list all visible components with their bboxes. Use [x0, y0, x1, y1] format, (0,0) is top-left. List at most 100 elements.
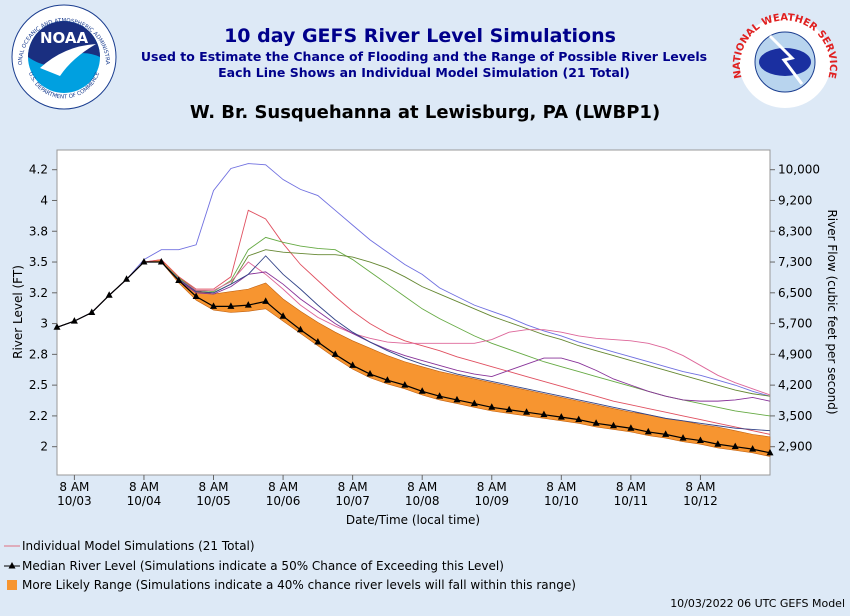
y2-axis-label: River Flow (cubic feet per second)	[825, 209, 839, 414]
median-marker	[644, 427, 652, 435]
x-tick-label: 8 AM	[129, 480, 159, 494]
median-marker	[766, 448, 774, 456]
median-marker	[157, 258, 165, 265]
subtitle: Each Line Shows an Individual Model Simu…	[218, 65, 630, 80]
median-marker	[470, 399, 478, 407]
y-tick-label: 2.8	[29, 347, 48, 361]
median-marker	[749, 445, 757, 452]
x-tick-label: 8 AM	[546, 480, 576, 494]
y-tick-label: 3.8	[29, 224, 48, 238]
median-marker	[349, 361, 357, 368]
median-marker	[192, 292, 200, 299]
median-marker	[175, 276, 183, 283]
median-marker	[366, 370, 374, 377]
x-tick-label: 8 AM	[477, 480, 507, 494]
median-marker	[227, 302, 235, 309]
x-tick-date: 10/07	[335, 494, 370, 508]
y2-tick-label: 8,300	[778, 224, 812, 238]
legend-label: More Likely Range (Simulations indicate …	[22, 578, 576, 592]
x-tick-date: 10/12	[683, 494, 718, 508]
x-tick-label: 8 AM	[616, 480, 646, 494]
y-tick-label: 4	[40, 193, 48, 207]
y2-tick-label: 5,700	[778, 317, 812, 331]
median-marker	[53, 323, 61, 330]
y-tick-label: 2.2	[29, 409, 48, 423]
legend-swatch	[8, 562, 16, 569]
median-marker	[105, 291, 113, 298]
median-marker	[296, 325, 304, 333]
y2-tick-label: 4,900	[778, 347, 812, 361]
median-marker	[453, 395, 461, 403]
median-marker	[123, 275, 131, 282]
median-marker	[279, 312, 287, 319]
y-tick-label: 3.2	[29, 286, 48, 300]
x-tick-date: 10/04	[127, 494, 162, 508]
x-tick-date: 10/11	[614, 494, 649, 508]
x-tick-label: 8 AM	[59, 480, 89, 494]
x-tick-label: 8 AM	[407, 480, 437, 494]
median-marker	[314, 338, 322, 345]
x-tick-date: 10/06	[266, 494, 301, 508]
median-marker	[505, 405, 513, 413]
footer: 10/03/2022 06 UTC GEFS Model	[670, 597, 845, 610]
y2-tick-label: 9,200	[778, 193, 812, 207]
y-tick-label: 2	[40, 440, 48, 454]
median-marker	[627, 424, 635, 431]
median-marker	[696, 436, 704, 444]
x-tick-date: 10/03	[57, 494, 92, 508]
median-marker	[523, 408, 531, 415]
y2-tick-label: 4,200	[778, 378, 812, 392]
median-marker	[436, 392, 444, 399]
median-marker	[418, 387, 426, 394]
median-marker	[88, 308, 96, 315]
y2-tick-label: 3,500	[778, 409, 812, 423]
median-marker	[575, 415, 583, 423]
x-tick-date: 10/10	[544, 494, 579, 508]
x-axis-label: Date/Time (local time)	[346, 513, 480, 527]
chart-title: W. Br. Susquehanna at Lewisburg, PA (LWB…	[190, 102, 660, 123]
noaa-text: NOAA	[40, 29, 89, 47]
median-marker	[383, 376, 391, 383]
median-marker	[401, 381, 409, 388]
y2-tick-label: 7,300	[778, 255, 812, 269]
x-tick-label: 8 AM	[685, 480, 715, 494]
median-marker	[714, 440, 722, 447]
y-tick-label: 3	[40, 317, 48, 331]
x-tick-label: 8 AM	[338, 480, 368, 494]
simulation-line	[56, 255, 771, 432]
median-marker	[262, 297, 270, 304]
x-tick-label: 8 AM	[268, 480, 298, 494]
legend-swatch	[7, 580, 17, 590]
noaa-logo: NOAA NATIONAL OCEANIC AND ATMOSPHERIC AD…	[0, 0, 117, 110]
median-marker	[679, 434, 687, 441]
median-marker	[70, 317, 78, 324]
y2-tick-label: 6,500	[778, 286, 812, 300]
title: 10 day GEFS River Level Simulations	[224, 25, 616, 47]
median-line	[56, 261, 771, 454]
median-marker	[731, 442, 739, 450]
legend-label: Individual Model Simulations (21 Total)	[22, 539, 255, 553]
median-marker	[662, 430, 670, 437]
series-layer	[53, 163, 774, 457]
simulation-line	[56, 163, 771, 397]
median-marker	[244, 301, 252, 308]
median-marker	[331, 350, 339, 357]
median-marker	[140, 258, 148, 265]
legend-label: Median River Level (Simulations indicate…	[22, 559, 504, 573]
x-tick-date: 10/09	[474, 494, 509, 508]
nws-logo: NATIONAL WEATHER SERVICE	[732, 12, 838, 108]
subtitle: Used to Estimate the Chance of Flooding …	[141, 49, 707, 64]
y2-tick-label: 10,000	[778, 163, 820, 177]
y-axis-label: River Level (FT)	[11, 265, 25, 359]
median-marker	[540, 410, 548, 418]
median-marker	[557, 413, 565, 420]
median-marker	[609, 421, 617, 429]
median-marker	[592, 419, 600, 426]
x-tick-date: 10/08	[405, 494, 440, 508]
y-tick-label: 2.5	[29, 378, 48, 392]
y-tick-label: 3.5	[29, 255, 48, 269]
x-tick-label: 8 AM	[199, 480, 229, 494]
x-tick-date: 10/05	[196, 494, 231, 508]
